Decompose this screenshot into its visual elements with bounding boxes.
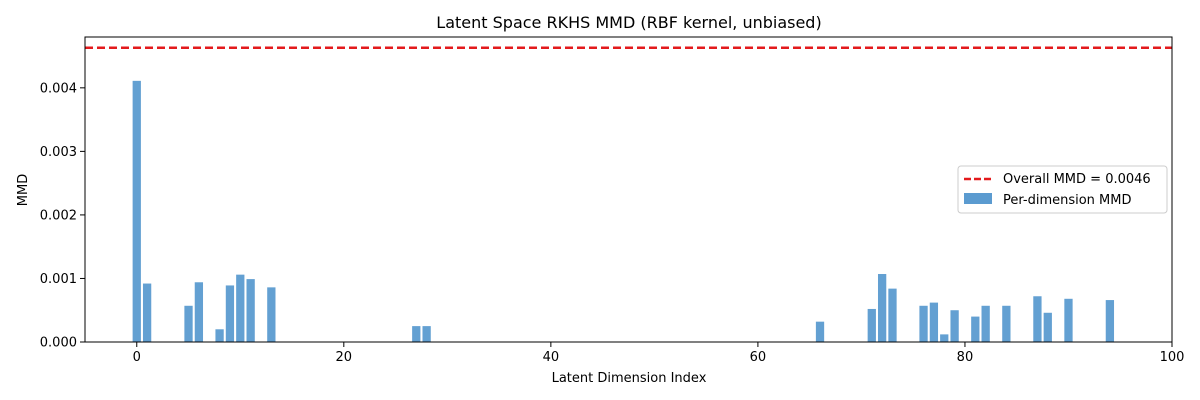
bar-dim-79 — [950, 310, 959, 342]
y-tick-label-4: 0.004 — [40, 81, 77, 96]
bar-dim-10 — [236, 274, 245, 342]
legend-overall-label: Overall MMD = 0.0046 — [1003, 172, 1151, 187]
x-axis-ticks: 0 20 40 60 80 100 — [133, 342, 1185, 365]
bar-dim-11 — [246, 279, 255, 342]
bar-dim-66 — [815, 321, 825, 342]
bar-dim-0 — [132, 80, 141, 342]
bar-dim-87 — [1033, 296, 1042, 342]
plot-frame — [84, 36, 1173, 343]
bar-dim-94 — [1105, 300, 1115, 342]
legend-per-dimension-label: Per-dimension MMD — [1003, 193, 1132, 208]
bar-dim-82 — [981, 305, 990, 342]
bar-dim-90 — [1064, 298, 1073, 342]
bar-dim-6 — [194, 282, 204, 342]
bars-group — [132, 80, 1115, 342]
legend-box — [957, 165, 1168, 214]
y-tick-label-1: 0.001 — [40, 272, 77, 287]
legend-bar-swatch — [964, 193, 992, 204]
y-tick-label-3: 0.003 — [40, 145, 77, 160]
bar-dim-76 — [919, 305, 928, 342]
bar-dim-13 — [267, 287, 276, 342]
x-tick-label-0: 0 — [133, 350, 141, 365]
bar-dim-71 — [867, 308, 876, 342]
x-axis-label: Latent Dimension Index — [552, 371, 707, 386]
y-axis-label: MMD — [16, 174, 31, 206]
bar-dim-28 — [422, 326, 431, 342]
bar-dim-88 — [1043, 312, 1052, 342]
y-axis-ticks: 0.000 0.001 0.002 0.003 0.004 — [40, 81, 85, 351]
x-tick-label-20: 20 — [336, 350, 353, 365]
y-tick-label-2: 0.002 — [40, 208, 77, 223]
x-tick-label-80: 80 — [957, 350, 974, 365]
bar-dim-27 — [412, 326, 421, 342]
bar-dim-9 — [225, 285, 235, 342]
y-tick-label-0: 0.000 — [40, 336, 77, 351]
legend: Overall MMD = 0.0046 Per-dimension MMD — [957, 165, 1168, 214]
bar-dim-84 — [1002, 305, 1011, 342]
bar-dim-81 — [971, 316, 980, 342]
x-tick-label-100: 100 — [1160, 350, 1185, 365]
bar-dim-1 — [142, 283, 152, 342]
bar-dim-8 — [215, 329, 224, 342]
bar-dim-5 — [184, 305, 193, 342]
x-tick-label-40: 40 — [543, 350, 560, 365]
bar-dim-77 — [929, 302, 939, 342]
x-tick-label-60: 60 — [750, 350, 767, 365]
chart-title: Latent Space RKHS MMD (RBF kernel, unbia… — [436, 13, 821, 32]
bar-dim-73 — [888, 288, 897, 342]
bar-dim-78 — [940, 334, 949, 342]
bar-dim-72 — [877, 274, 887, 342]
